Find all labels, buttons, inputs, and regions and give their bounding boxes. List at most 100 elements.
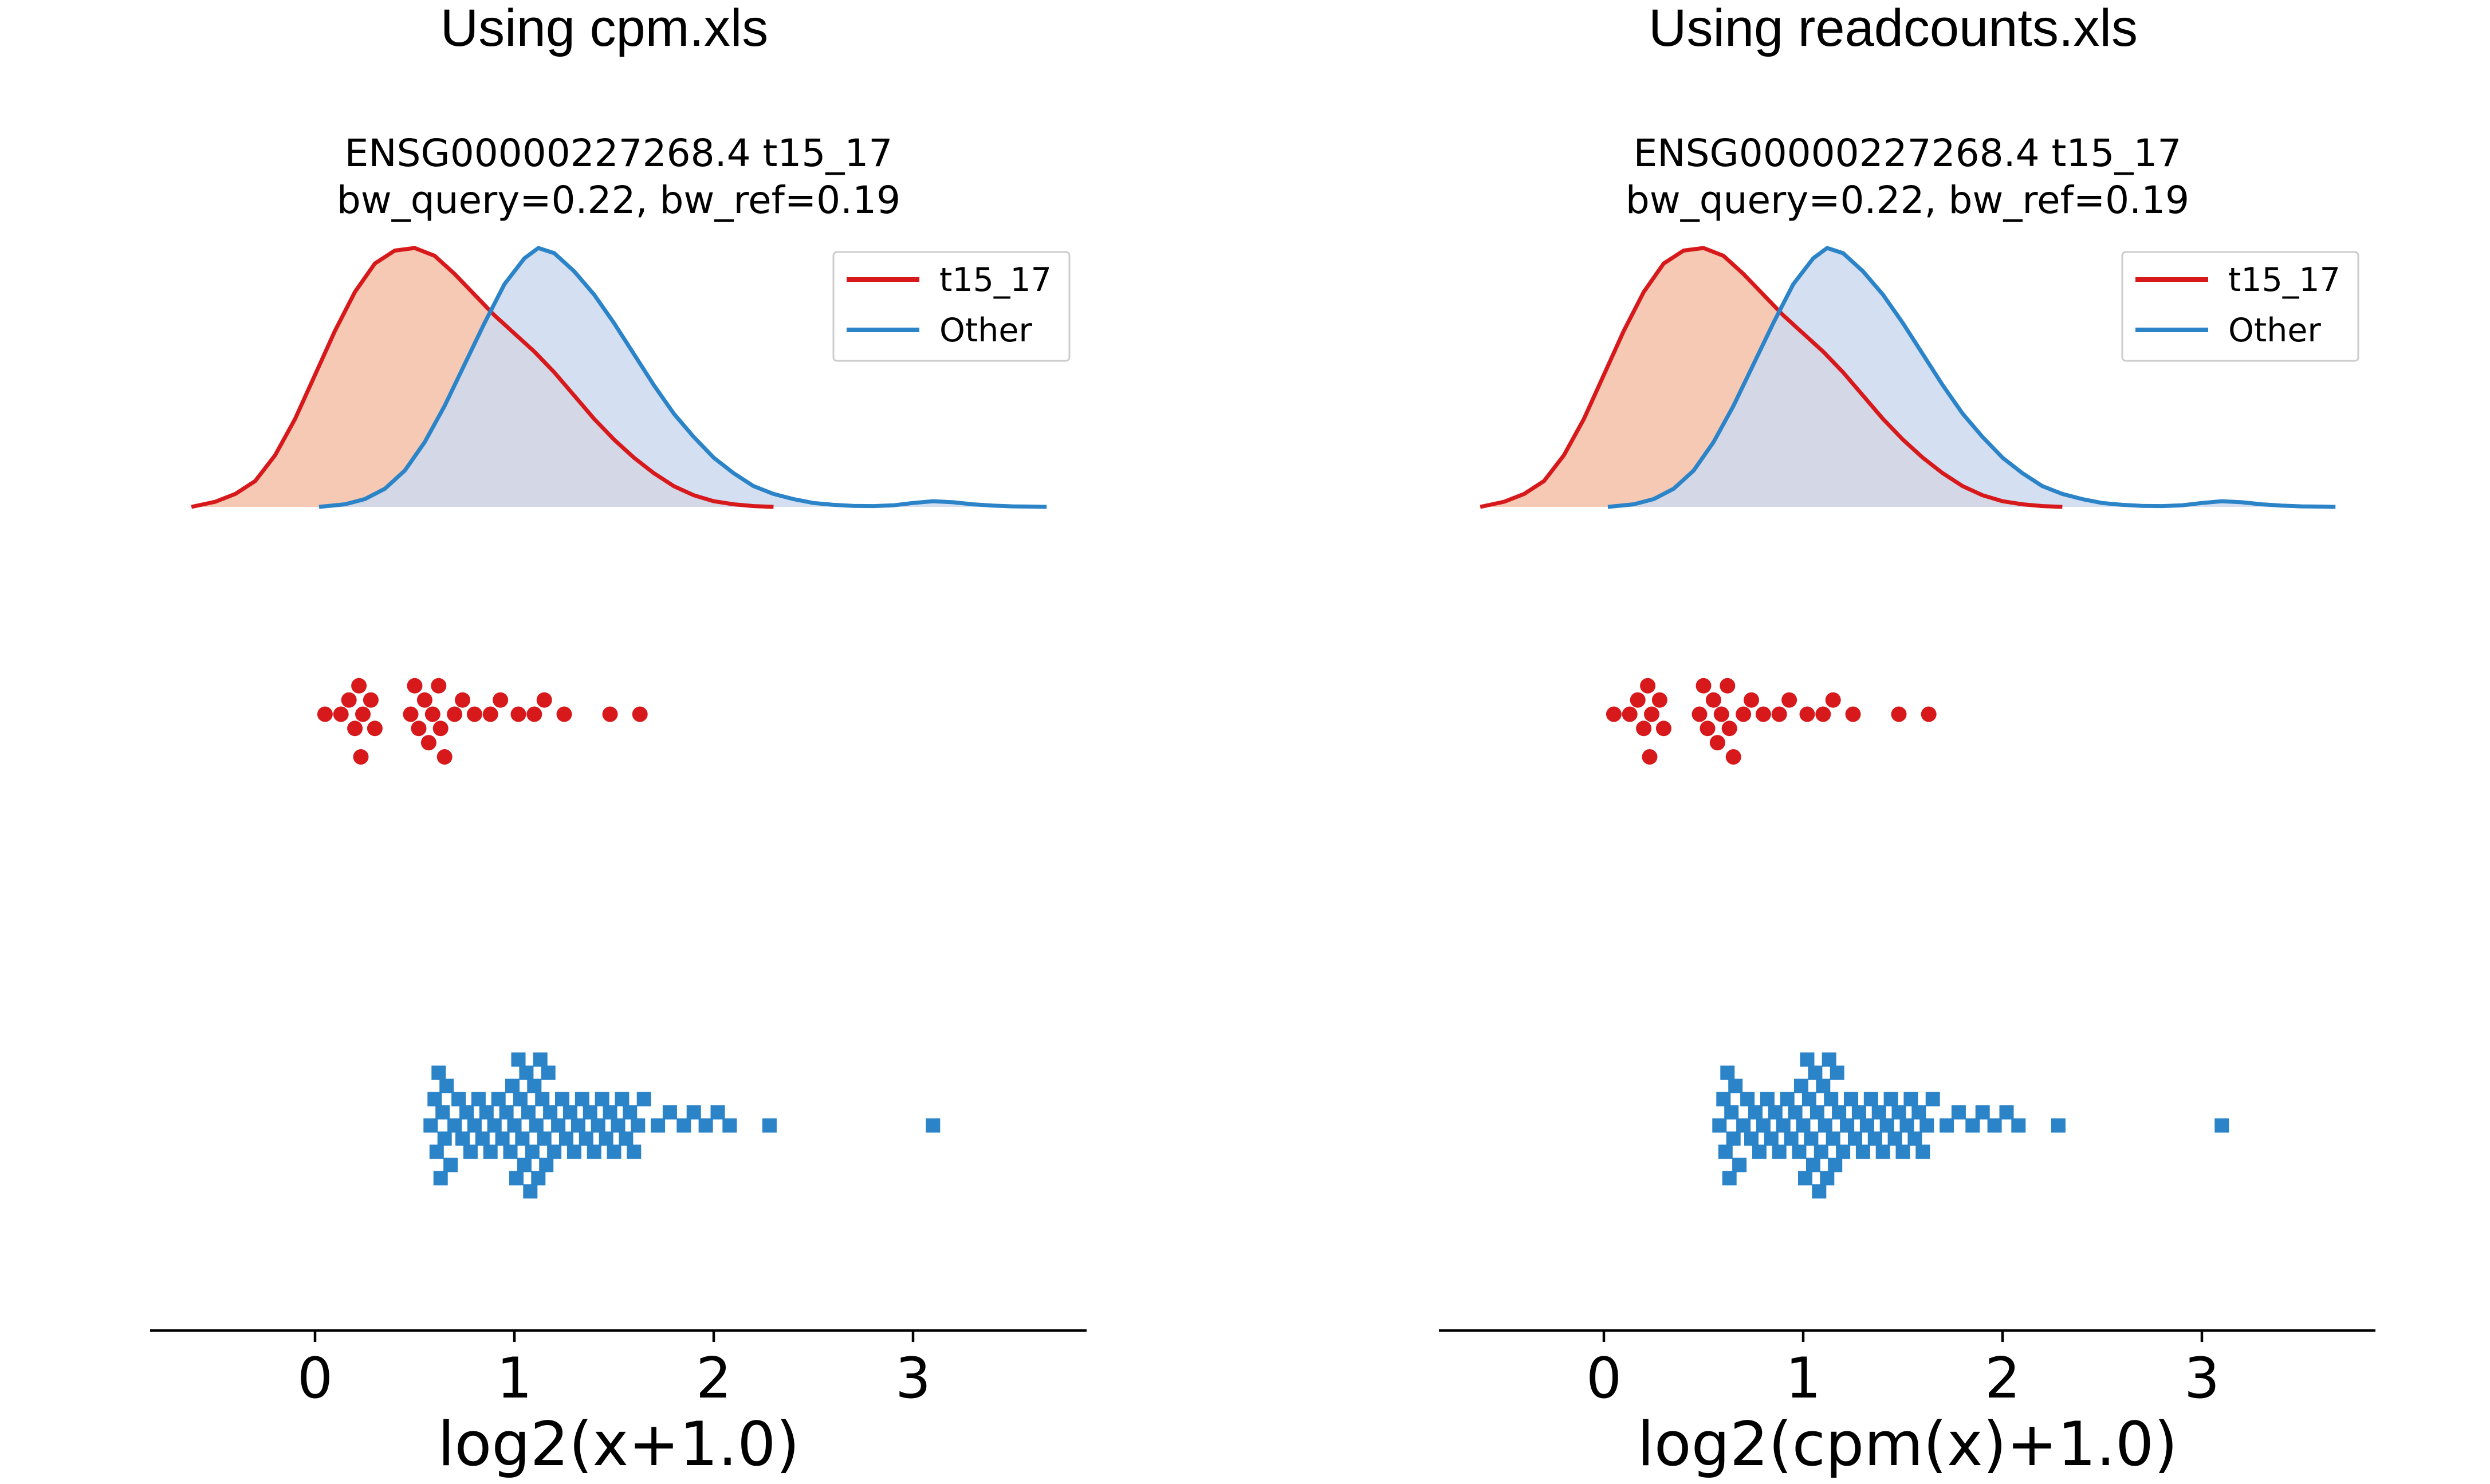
- point-query: [355, 706, 371, 722]
- point-reference: [619, 1131, 634, 1146]
- point-reference: [1836, 1144, 1851, 1159]
- plot-area: [1480, 246, 2336, 1199]
- point-reference: [1728, 1078, 1743, 1093]
- point-reference: [1805, 1158, 1820, 1172]
- point-reference: [1863, 1092, 1878, 1107]
- density-fill-reference: [319, 248, 1047, 507]
- x-tick-label: 3: [2184, 1346, 2220, 1411]
- point-query: [351, 678, 367, 694]
- point-query: [1736, 706, 1752, 722]
- point-reference: [571, 1118, 585, 1133]
- point-reference: [467, 1118, 482, 1133]
- point-reference: [1722, 1171, 1737, 1186]
- point-query: [1644, 706, 1659, 722]
- point-reference: [491, 1092, 506, 1107]
- point-reference: [555, 1092, 569, 1107]
- point-reference: [1712, 1118, 1727, 1133]
- point-reference: [1800, 1052, 1815, 1067]
- point-reference: [1867, 1131, 1882, 1146]
- point-reference: [1903, 1092, 1918, 1107]
- x-axis-label: log2(cpm(x)+1.0): [1637, 1409, 2177, 1479]
- point-query: [447, 706, 463, 722]
- point-reference: [531, 1171, 546, 1186]
- point-reference: [1760, 1092, 1775, 1107]
- point-query: [1781, 692, 1797, 708]
- point-reference: [1784, 1131, 1799, 1146]
- x-tick-label: 0: [1586, 1346, 1622, 1411]
- point-reference: [1925, 1092, 1940, 1107]
- point-reference: [1875, 1144, 1890, 1159]
- point-reference: [1796, 1118, 1811, 1133]
- point-query: [1799, 706, 1815, 722]
- point-reference: [676, 1118, 691, 1133]
- point-query: [1744, 692, 1759, 708]
- point-reference: [599, 1131, 613, 1146]
- point-reference: [487, 1118, 502, 1133]
- point-reference: [1794, 1078, 1808, 1093]
- x-ticks: 0 1 2 3: [1586, 1331, 2220, 1411]
- density-curve-reference: [1607, 246, 2336, 509]
- point-query: [341, 692, 357, 708]
- point-query: [1721, 721, 1737, 737]
- point-reference: [1808, 1065, 1823, 1080]
- point-reference: [603, 1105, 617, 1120]
- point-reference: [1883, 1092, 1898, 1107]
- point-reference: [926, 1118, 941, 1133]
- point-reference: [1871, 1105, 1886, 1120]
- point-reference: [459, 1105, 474, 1120]
- point-reference: [455, 1131, 470, 1146]
- point-reference: [1798, 1171, 1812, 1186]
- point-query: [1825, 692, 1841, 708]
- point-reference: [1891, 1105, 1906, 1120]
- point-query: [1700, 721, 1716, 737]
- point-reference: [1965, 1118, 1980, 1133]
- point-query: [347, 721, 363, 737]
- point-reference: [636, 1092, 651, 1107]
- point-query: [407, 678, 423, 694]
- point-reference: [527, 1078, 542, 1093]
- point-reference: [1851, 1105, 1866, 1120]
- point-reference: [529, 1118, 544, 1133]
- point-reference: [483, 1144, 498, 1159]
- point-reference: [710, 1105, 725, 1120]
- point-query: [493, 692, 509, 708]
- point-reference: [615, 1092, 630, 1107]
- point-reference: [525, 1144, 540, 1159]
- density-curve-reference: [318, 246, 1047, 509]
- point-query: [436, 749, 453, 765]
- point-query: [1636, 721, 1652, 737]
- legend-label-t15-17: t15_17: [2228, 261, 2340, 299]
- point-reference: [1848, 1131, 1862, 1146]
- point-reference: [427, 1092, 442, 1107]
- point-reference: [507, 1118, 522, 1133]
- point-query: [1713, 706, 1729, 722]
- point-reference: [698, 1118, 713, 1133]
- point-reference: [1826, 1131, 1840, 1146]
- point-reference: [651, 1118, 666, 1133]
- density-fill-reference: [1608, 248, 2336, 507]
- point-reference: [505, 1078, 520, 1093]
- point-reference: [1736, 1118, 1751, 1133]
- density-curve-query: [1480, 246, 2063, 509]
- point-reference: [583, 1105, 597, 1120]
- point-reference: [1820, 1171, 1835, 1186]
- point-reference: [463, 1144, 478, 1159]
- point-reference: [1780, 1092, 1795, 1107]
- point-reference: [423, 1118, 438, 1133]
- point-reference: [631, 1118, 646, 1133]
- point-query: [1651, 692, 1667, 708]
- point-query: [431, 678, 447, 694]
- point-query: [420, 735, 436, 751]
- point-reference: [475, 1131, 490, 1146]
- point-reference: [1816, 1078, 1831, 1093]
- point-reference: [2011, 1118, 2026, 1133]
- point-reference: [1975, 1105, 1990, 1120]
- point-reference: [1840, 1118, 1855, 1133]
- point-query: [1709, 735, 1725, 751]
- point-reference: [551, 1118, 566, 1133]
- point-reference: [443, 1158, 458, 1172]
- point-reference: [1911, 1105, 1926, 1120]
- point-reference: [587, 1144, 601, 1159]
